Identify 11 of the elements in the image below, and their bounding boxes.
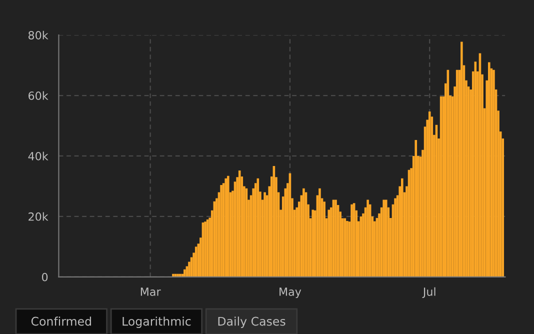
x-tick-label: May (280, 288, 302, 298)
y-tick-label: 20k (28, 212, 48, 221)
x-tick-label: Mar (140, 288, 161, 296)
y-tick-label: 40k (28, 152, 48, 160)
text: Confirmed (31, 316, 91, 326)
x-tick-label: Jul (422, 287, 436, 298)
y-tick-label: 80k (28, 30, 48, 40)
text: Logarithmic (122, 316, 191, 328)
y-tick-label: 0 (42, 272, 48, 282)
y-tick-label: 60k (28, 91, 48, 100)
text: Daily Cases (218, 316, 286, 328)
